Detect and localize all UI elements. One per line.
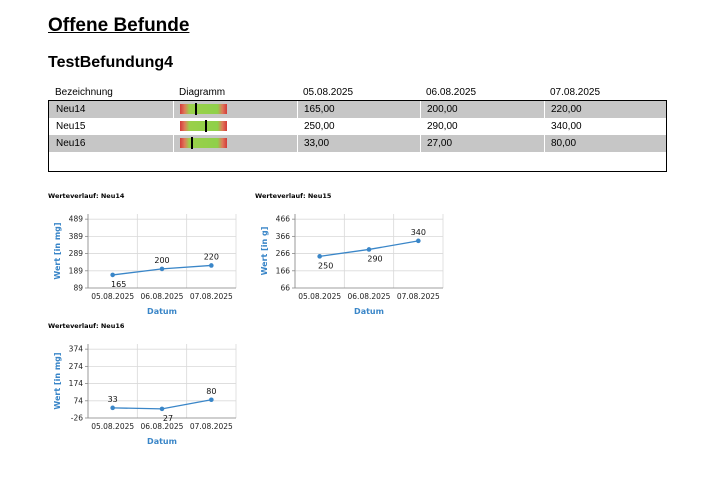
y-axis-label: Wert [in mg] xyxy=(53,352,62,409)
x-axis-label: Datum xyxy=(147,307,177,316)
y-tick-label: 489 xyxy=(69,215,84,224)
data-point xyxy=(110,405,115,411)
row-value: 250,00 xyxy=(304,121,335,132)
page-title: Offene Befunde xyxy=(48,15,190,36)
data-point xyxy=(366,247,372,252)
y-tick-label: 266 xyxy=(276,249,291,258)
x-tick-label: 05.08.2025 xyxy=(91,422,134,431)
data-label: 27 xyxy=(163,414,173,423)
report-subtitle: TestBefundung4 xyxy=(48,54,174,71)
data-label: 200 xyxy=(154,256,169,265)
y-tick-label: 166 xyxy=(276,266,291,275)
data-point xyxy=(317,254,322,259)
data-label: 290 xyxy=(367,254,382,263)
table-row: Neu14 165,00 200,00 220,00 xyxy=(49,101,666,118)
row-value: 80,00 xyxy=(551,138,577,149)
indicator-marker xyxy=(204,120,207,132)
row-name: Neu15 xyxy=(56,121,86,132)
header-date-1: 05.08.2025 xyxy=(303,87,354,98)
x-tick-label: 05.08.2025 xyxy=(298,292,341,301)
table-body: Neu14 165,00 200,00 220,00 Neu15 250,00 … xyxy=(48,100,667,172)
y-tick-label: 66 xyxy=(280,284,290,293)
header-date-3: 07.08.2025 xyxy=(550,87,601,98)
row-value: 33,00 xyxy=(304,138,330,149)
x-tick-label: 07.08.2025 xyxy=(190,292,233,301)
findings-table: Bezeichnung Diagramm 05.08.2025 06.08.20… xyxy=(48,84,667,172)
data-point xyxy=(209,397,214,403)
x-tick-label: 06.08.2025 xyxy=(348,292,391,301)
x-tick-label: 06.08.2025 xyxy=(141,292,184,301)
y-tick-label: 466 xyxy=(276,215,291,224)
line-chart: 89 189 289 389 489 05.08.2025 06.08.2025 07.08.… xyxy=(53,214,237,316)
range-indicator xyxy=(180,120,227,132)
y-tick-label: 274 xyxy=(69,362,84,371)
data-label: 165 xyxy=(111,280,126,289)
data-label: 220 xyxy=(204,252,219,261)
line-chart: -26 74 174 274 374 05.08.2025 06.08.2025 07.08.… xyxy=(53,344,237,446)
data-label: 250 xyxy=(318,261,333,270)
row-value: 340,00 xyxy=(551,121,582,132)
data-label: 80 xyxy=(206,387,216,396)
row-value: 220,00 xyxy=(551,104,582,115)
table-row: Neu16 33,00 27,00 80,00 xyxy=(49,135,666,152)
row-value: 290,00 xyxy=(427,121,458,132)
row-value: 27,00 xyxy=(427,138,453,149)
row-value: 165,00 xyxy=(304,104,335,115)
data-point xyxy=(110,272,115,278)
y-tick-label: 366 xyxy=(276,232,291,241)
y-tick-label: 189 xyxy=(69,266,84,275)
x-axis-label: Datum xyxy=(147,437,177,446)
data-point xyxy=(159,266,165,272)
data-point xyxy=(416,238,421,244)
data-label: 340 xyxy=(411,228,426,237)
y-tick-label: 289 xyxy=(69,249,84,258)
row-name: Neu16 xyxy=(56,138,86,149)
indicator-marker xyxy=(190,137,193,149)
y-tick-label: 89 xyxy=(73,284,83,293)
y-axis-label: Wert [in mg] xyxy=(53,222,62,279)
y-axis-label: Wert [in g] xyxy=(260,227,269,276)
header-diagramm: Diagramm xyxy=(179,87,226,98)
data-point xyxy=(209,263,214,268)
table-row: Neu15 250,00 290,00 340,00 xyxy=(49,118,666,135)
x-tick-label: 06.08.2025 xyxy=(141,422,184,431)
y-tick-label: 374 xyxy=(69,345,84,354)
y-tick-label: 174 xyxy=(69,379,84,388)
indicator-marker xyxy=(194,103,197,115)
chart-neu15: Werteverlauf: Neu15 66 166 266 366 466 05.08.… xyxy=(255,192,455,322)
x-axis-label: Datum xyxy=(354,307,384,316)
header-date-2: 06.08.2025 xyxy=(426,87,477,98)
table-header: Bezeichnung Diagramm 05.08.2025 06.08.20… xyxy=(48,84,667,100)
x-tick-label: 07.08.2025 xyxy=(397,292,440,301)
y-tick-label: -26 xyxy=(71,414,83,423)
data-point xyxy=(159,406,165,412)
row-value: 200,00 xyxy=(427,104,458,115)
chart-neu16: Werteverlauf: Neu16 -26 74 174 274 374 05.08.… xyxy=(48,322,248,452)
y-tick-label: 389 xyxy=(69,232,84,241)
y-tick-label: 74 xyxy=(73,396,83,405)
data-label: 33 xyxy=(108,395,118,404)
row-name: Neu14 xyxy=(56,104,86,115)
chart-title: Werteverlauf: Neu16 xyxy=(48,322,125,330)
chart-title: Werteverlauf: Neu14 xyxy=(48,192,125,200)
chart-neu14: Werteverlauf: Neu14 89 189 289 389 489 05.08.… xyxy=(48,192,248,322)
chart-title: Werteverlauf: Neu15 xyxy=(255,192,332,200)
header-bezeichnung: Bezeichnung xyxy=(55,87,113,98)
range-indicator xyxy=(180,103,227,115)
x-tick-label: 07.08.2025 xyxy=(190,422,233,431)
x-tick-label: 05.08.2025 xyxy=(91,292,134,301)
range-indicator xyxy=(180,137,227,149)
line-chart: 66 166 266 366 466 05.08.2025 06.08.2025 07.08.… xyxy=(260,214,444,316)
